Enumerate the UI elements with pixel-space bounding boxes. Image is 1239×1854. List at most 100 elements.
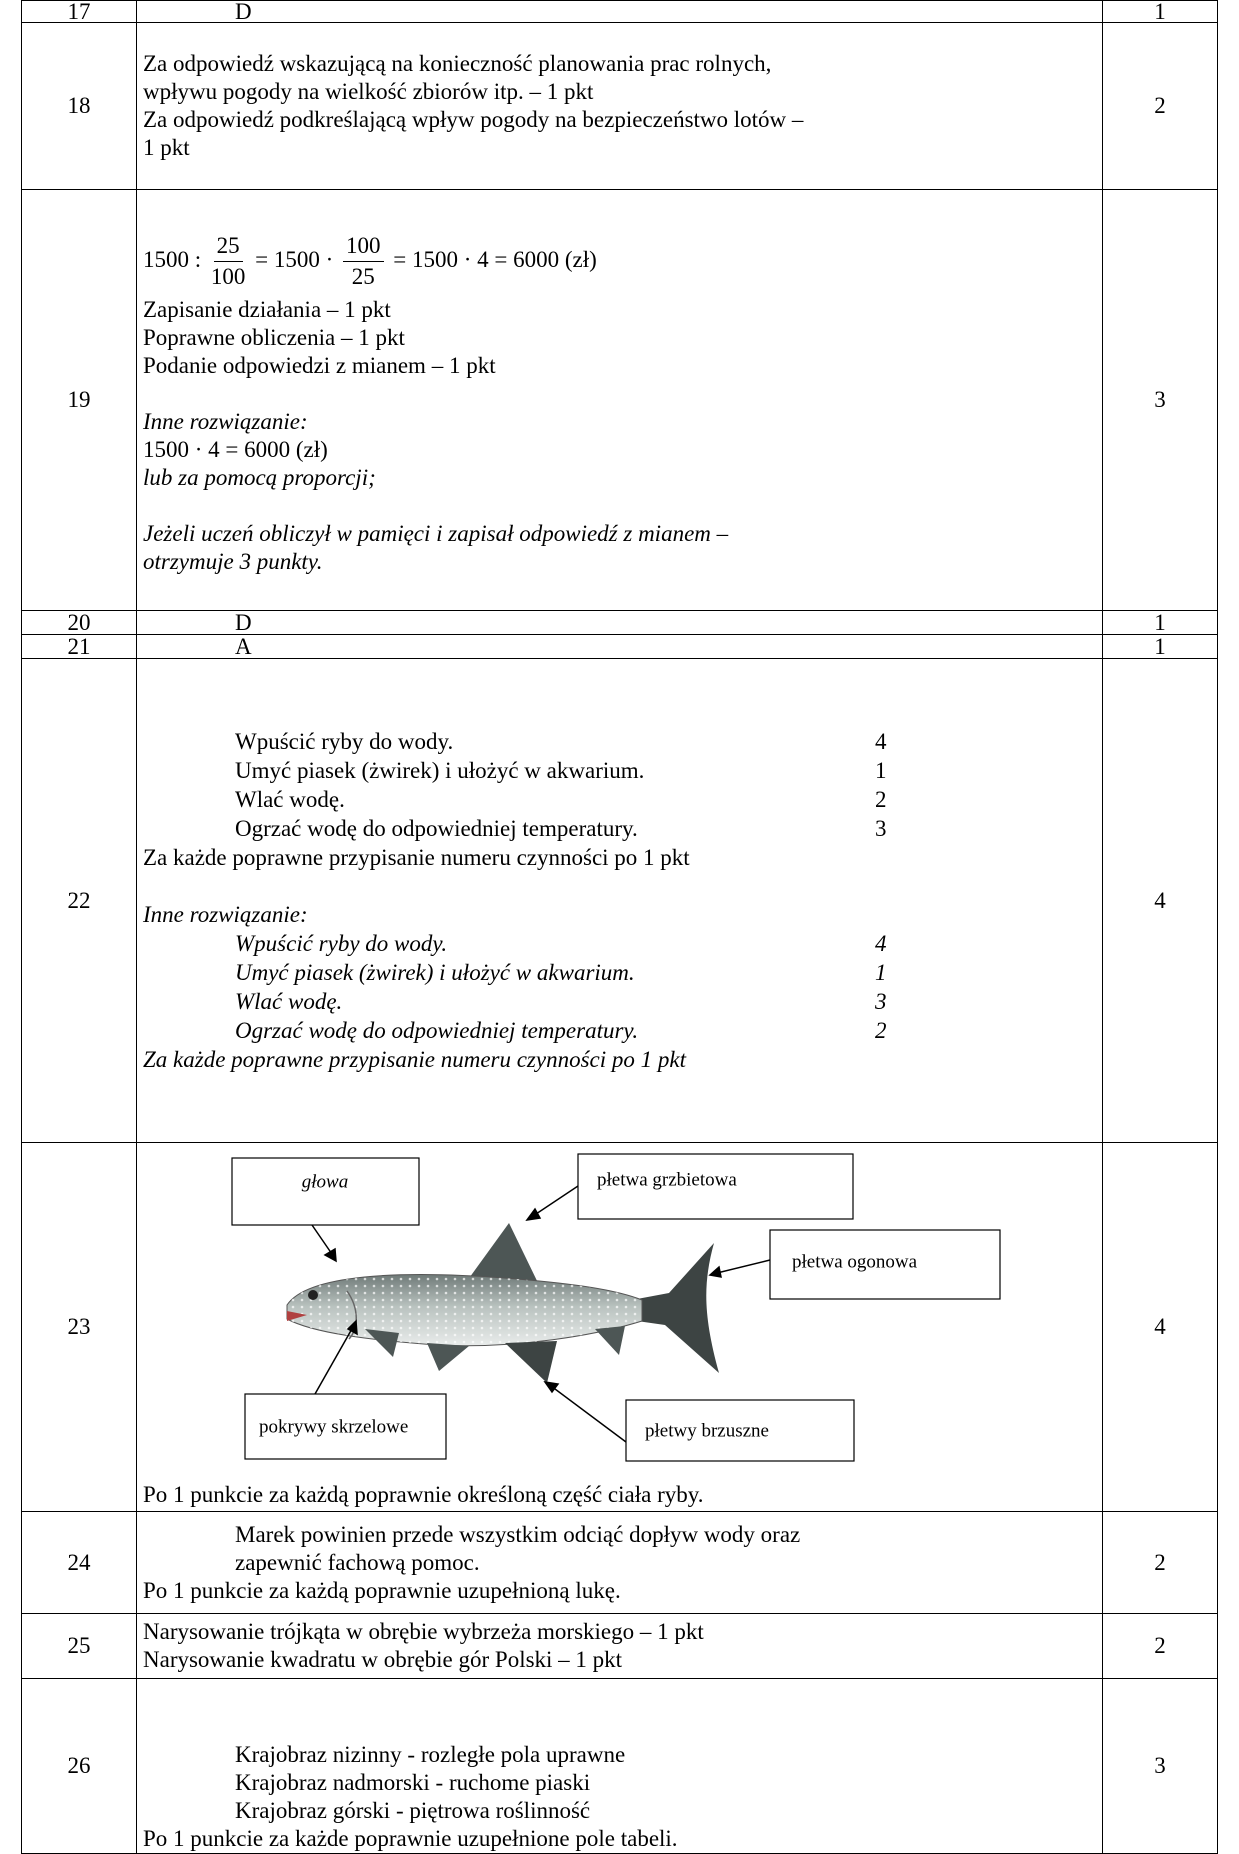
fraction: 25 100	[211, 231, 246, 292]
formula-part: = 1500 ·	[255, 246, 334, 272]
points: 2	[1102, 1511, 1218, 1614]
row: 20 D 1	[21, 610, 1218, 635]
denominator: 25	[351, 263, 375, 289]
step: Wpuścić ryby do wody. 4	[143, 929, 1096, 958]
task-number: 26	[21, 1678, 137, 1854]
step: Ogrzać wodę do odpowiedniej temperatury.…	[143, 814, 1096, 843]
part-label: płetwa grzbietowa	[597, 1169, 737, 1190]
step-order: 3	[875, 816, 887, 841]
remark: Jeżeli uczeń obliczył w pamięci i zapisa…	[143, 520, 729, 546]
answer-cell: głowa płetwa grzbietowa płetwa ogonowa p…	[136, 1142, 1103, 1512]
answer-cell: A	[136, 634, 1103, 659]
answer-cell: D	[136, 610, 1103, 635]
answer-cell: D	[136, 0, 1103, 23]
task-number: 25	[21, 1613, 137, 1679]
points: 3	[1102, 1678, 1218, 1854]
part-label: pokrywy skrzelowe	[259, 1416, 408, 1437]
part-label: płetwy brzuszne	[645, 1420, 769, 1441]
answer-cell: Za odpowiedź wskazującą na konieczność p…	[136, 22, 1103, 190]
answer-table: 17 D 1 18 Za odpowiedź wskazującą na kon…	[21, 0, 1218, 1854]
part-label: głowa	[302, 1171, 348, 1192]
step-text: Wpuścić ryby do wody.	[235, 931, 448, 956]
step: Umyć piasek (żwirek) i ułożyć w akwarium…	[143, 756, 1096, 785]
points: 1	[1102, 610, 1218, 635]
note: Za każde poprawne przypisanie numeru czy…	[143, 1047, 686, 1072]
points: 1	[1102, 0, 1218, 23]
step-text: Wlać wodę.	[235, 989, 343, 1014]
answer-cell: Krajobraz nizinny - rozległe pola uprawn…	[136, 1678, 1103, 1854]
task-number: 21	[21, 634, 137, 659]
text-line: Krajobraz nizinny - rozległe pola uprawn…	[235, 1742, 626, 1767]
step-order: 2	[875, 1018, 887, 1043]
points: 2	[1102, 1613, 1218, 1679]
step: Wlać wodę. 3	[143, 987, 1096, 1016]
step: Ogrzać wodę do odpowiedniej temperatury.…	[143, 1016, 1096, 1045]
arrows	[311, 1185, 771, 1443]
formula: 1500 : 25 100 = 1500 · 100 25 = 1500 · 4 =…	[143, 231, 1096, 292]
formula-part: 1500 :	[143, 246, 202, 272]
text-line: zapewnić fachową pomoc.	[235, 1549, 480, 1575]
fraction: 100 25	[343, 231, 384, 292]
task-number: 17	[21, 0, 137, 23]
step-order: 2	[875, 787, 887, 812]
row: 26 Krajobraz nizinny - rozległe pola upr…	[21, 1678, 1218, 1854]
text-line: Za odpowiedź wskazującą na konieczność p…	[143, 51, 772, 76]
text-line: 1 pkt	[143, 135, 190, 160]
row: 21 A 1	[21, 634, 1218, 659]
points: 4	[1102, 658, 1218, 1143]
answer-cell: Narysowanie trójkąta w obrębie wybrzeża …	[136, 1613, 1103, 1679]
fish-diagram: głowa płetwa grzbietowa płetwa ogonowa p…	[231, 1153, 1001, 1462]
task-number: 18	[21, 22, 137, 190]
points: 1	[1102, 634, 1218, 659]
answer-cell: Wpuścić ryby do wody. 4 Umyć piasek (żwir…	[136, 658, 1103, 1143]
numerator: 100	[343, 231, 384, 262]
step-text: Wlać wodę.	[235, 787, 345, 812]
note: Po 1 punkcie za każde poprawnie uzupełni…	[143, 1826, 678, 1851]
step-order: 4	[875, 931, 887, 956]
points: 2	[1102, 22, 1218, 190]
step-text: Ogrzać wodę do odpowiedniej temperatury.	[235, 1018, 639, 1043]
text-line: Za odpowiedź podkreślającą wpływ pogody …	[143, 107, 804, 132]
fish	[286, 1223, 719, 1383]
task-number: 19	[21, 189, 137, 611]
task-number: 20	[21, 610, 137, 635]
text-line: Narysowanie trójkąta w obrębie wybrzeża …	[143, 1619, 704, 1644]
text-line: Poprawne obliczenia – 1 pkt	[143, 324, 405, 350]
text-line: wpływu pogody na wielkość zbiorów itp. –…	[143, 79, 594, 104]
part-label: płetwa ogonowa	[792, 1251, 918, 1272]
step: Wpuścić ryby do wody. 4	[143, 727, 1096, 756]
step-text: Umyć piasek (żwirek) i ułożyć w akwarium…	[235, 960, 635, 985]
text-line: Podanie odpowiedzi z mianem – 1 pkt	[143, 352, 496, 378]
row: 23 głowa płetwa grzbietowa p	[21, 1142, 1218, 1512]
text-line: Krajobraz górski - piętrowa roślinność	[235, 1798, 591, 1823]
note: Za każde poprawne przypisanie numeru czy…	[143, 845, 690, 870]
spacer	[143, 872, 1096, 900]
task-number: 24	[21, 1511, 137, 1614]
step-text: Umyć piasek (żwirek) i ułożyć w akwarium…	[235, 758, 645, 783]
text-line: Krajobraz nadmorski - ruchome piaski	[235, 1770, 591, 1795]
note: Po 1 punkcie za każdą poprawnie uzupełni…	[143, 1577, 621, 1603]
text-line: Marek powinien przede wszystkim odciąć d…	[235, 1521, 801, 1547]
step-order: 1	[875, 960, 887, 985]
row: 25 Narysowanie trójkąta w obrębie wybrze…	[21, 1613, 1218, 1679]
step-order: 1	[875, 758, 887, 783]
task-number: 23	[21, 1142, 137, 1512]
row: 18 Za odpowiedź wskazującą na koniecznoś…	[21, 22, 1218, 190]
text-line: Narysowanie kwadratu w obrębie gór Polsk…	[143, 1647, 623, 1672]
spacer	[143, 492, 1096, 520]
answer: A	[235, 634, 252, 659]
numerator: 25	[213, 231, 243, 262]
label-boxes	[231, 1153, 1001, 1462]
step-text: Ogrzać wodę do odpowiedniej temperatury.	[235, 816, 638, 841]
points: 3	[1102, 189, 1218, 611]
step: Umyć piasek (żwirek) i ułożyć w akwarium…	[143, 958, 1096, 987]
step-text: Wpuścić ryby do wody.	[235, 729, 454, 754]
alt-label: Inne rozwiązanie:	[143, 408, 308, 434]
row: 24 Marek powinien przede wszystkim odcią…	[21, 1511, 1218, 1614]
points: 4	[1102, 1142, 1218, 1512]
step-order: 4	[875, 729, 887, 754]
step: Wlać wodę. 2	[143, 785, 1096, 814]
row: 2 2 Wpuścić ryby do wody. 4 Umyć piasek (ż…	[21, 658, 1218, 1143]
